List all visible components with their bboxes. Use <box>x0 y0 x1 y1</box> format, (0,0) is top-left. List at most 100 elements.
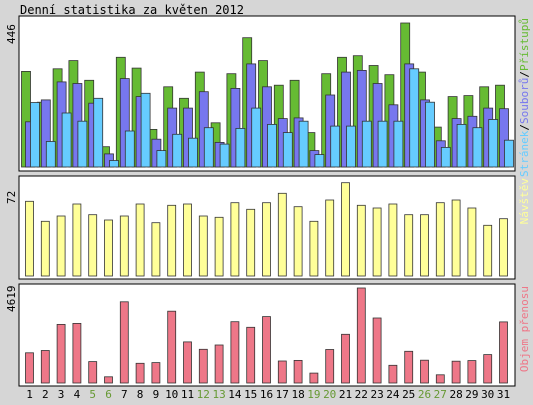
x-tick-label: 20 <box>323 388 336 401</box>
stranek-bar <box>361 120 372 168</box>
x-tick-label: 23 <box>370 388 383 401</box>
x-tick-label: 17 <box>276 388 289 401</box>
navstev-bar <box>388 203 398 277</box>
navstev-bar <box>341 182 350 277</box>
objem-bar <box>372 317 382 384</box>
objem-bar <box>88 361 98 384</box>
stranek-bar <box>298 120 309 168</box>
objem-bar <box>309 372 319 384</box>
navstev-bar <box>246 208 256 277</box>
legend-stranek: Stránek <box>518 130 531 177</box>
x-tick-label: 24 <box>386 388 400 401</box>
souboru-bar <box>341 71 351 168</box>
objem-bar <box>499 321 508 384</box>
navstev-bar <box>277 192 287 277</box>
stranek-bar <box>393 120 404 168</box>
x-tick-label: 13 <box>212 388 225 401</box>
objem-bar <box>119 301 129 384</box>
x-tick-label: 4 <box>74 388 81 401</box>
navstev-bar <box>167 204 177 277</box>
stranek-bar <box>472 127 483 168</box>
x-tick-label: 16 <box>260 388 273 401</box>
x-tick-label: 18 <box>291 388 304 401</box>
x-tick-label: 21 <box>339 388 352 401</box>
stranek-bar <box>425 101 435 168</box>
stranek-bar <box>219 143 230 168</box>
stranek-bar <box>440 146 451 168</box>
x-tick-label: 11 <box>181 388 194 401</box>
stranek-bar <box>456 124 467 168</box>
objem-bar <box>56 323 66 384</box>
objem-bar <box>356 287 366 384</box>
souboru-bar <box>183 107 193 168</box>
stranek-bar <box>30 102 40 168</box>
stranek-bar <box>346 125 356 168</box>
x-tick-label: 31 <box>497 388 510 401</box>
volume-legend: Objem přenosu <box>518 286 531 372</box>
x-tick-label: 5 <box>89 388 96 401</box>
navstev-bar <box>499 218 508 277</box>
navstev-bar <box>72 203 82 277</box>
stranek-bar <box>93 97 104 168</box>
legend-souboru: Souborů <box>518 78 531 124</box>
stranek-bar <box>235 127 246 168</box>
navstev-bar <box>214 216 224 277</box>
navstev-bar <box>119 215 129 277</box>
stranek-bar <box>77 120 88 168</box>
x-tick-label: 8 <box>137 388 144 401</box>
x-tick-label: 25 <box>402 388 415 401</box>
x-tick-label: 28 <box>449 388 462 401</box>
y-max-label: 4619 <box>5 286 18 313</box>
navstev-bar <box>483 224 493 277</box>
objem-bar <box>230 321 240 384</box>
navstev-bar <box>88 214 98 277</box>
souboru-bar <box>356 70 367 168</box>
objem-bar <box>246 326 256 384</box>
objem-bar <box>214 344 224 384</box>
souboru-bar <box>499 108 509 168</box>
objem-bar <box>451 360 461 384</box>
objem-bar <box>293 359 303 384</box>
navstev-bar <box>198 215 208 277</box>
stranek-bar <box>156 150 167 168</box>
souboru-bar <box>119 78 130 168</box>
stranek-bar <box>504 139 514 168</box>
x-tick-label: 6 <box>105 388 112 401</box>
navstev-bar <box>467 207 477 277</box>
x-tick-label: 2 <box>42 388 49 401</box>
y-max-label: 72 <box>5 191 18 204</box>
navstev-bar <box>451 199 461 277</box>
objem-bar <box>151 362 161 384</box>
stranek-bar <box>409 68 420 168</box>
objem-bar <box>72 322 82 384</box>
x-tick-label: 15 <box>244 388 257 401</box>
navstev-bar <box>356 204 366 277</box>
navstev-bar <box>25 200 34 277</box>
x-tick-label: 22 <box>355 388 368 401</box>
stranek-bar <box>172 133 183 168</box>
x-tick-label: 1 <box>26 388 33 401</box>
page-title: Denní statistika za květen 2012 <box>20 3 244 17</box>
objem-bar <box>483 354 493 384</box>
x-tick-label: 27 <box>434 388 447 401</box>
stranek-bar <box>314 154 325 168</box>
x-tick-label: 19 <box>307 388 320 401</box>
stranek-bar <box>203 127 214 168</box>
navstev-bar <box>40 220 50 277</box>
legend-separator: / <box>518 124 531 131</box>
navstev-bar <box>404 214 414 277</box>
navstev-bar <box>104 219 113 277</box>
stranek-bar <box>330 125 341 168</box>
souboru-bar <box>40 99 51 168</box>
stranek-bar <box>267 124 277 168</box>
navstev-bar <box>372 207 382 277</box>
objem-bar <box>325 349 335 384</box>
legend-separator: / <box>518 71 531 78</box>
objem-bar <box>404 350 414 384</box>
stranek-bar <box>251 107 262 168</box>
x-tick-label: 12 <box>197 388 210 401</box>
x-tick-label: 9 <box>153 388 160 401</box>
objem-bar <box>135 362 145 384</box>
stranek-bar <box>140 92 151 168</box>
